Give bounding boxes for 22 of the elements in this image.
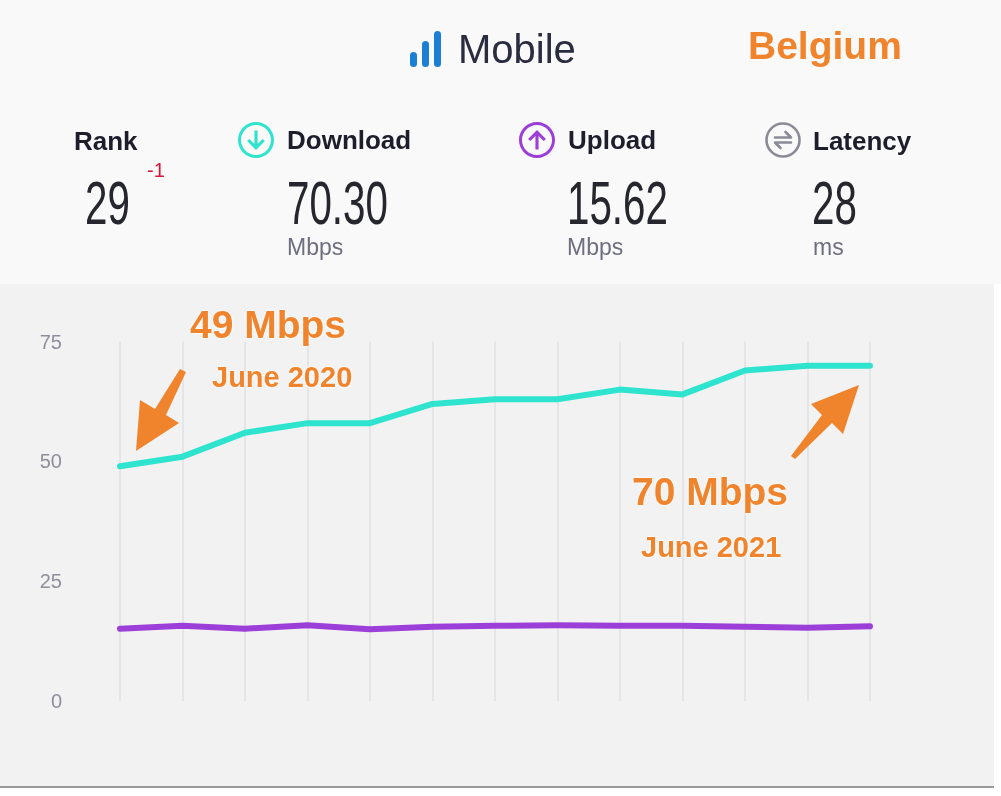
legend-label: Download [287,125,412,155]
text: Rank [74,126,138,156]
text: 15.62 [567,168,668,237]
text: 29 [85,168,130,237]
annotation: 49 Mbps [190,303,347,346]
text: ms [813,234,844,260]
text: Mbps [567,234,624,260]
text: 70.30 [287,168,388,237]
text: Latency [813,126,912,156]
chart-title: Belgium [748,24,902,67]
y-tick-label: 25 [39,570,62,593]
annotation: June 2021 [641,531,782,563]
y-tick-label: 50 [39,450,62,473]
text: 28 [812,168,857,237]
legend-label: Upload [568,125,657,155]
text: -1 [147,159,165,181]
annotation: 70 Mbps [632,470,789,513]
y-tick-label: 0 [50,690,62,712]
chart-subtitle: Mobile [458,27,576,71]
annotation: June 2020 [212,361,353,393]
text: Mbps [287,234,344,260]
y-tick-label: 75 [39,330,62,353]
